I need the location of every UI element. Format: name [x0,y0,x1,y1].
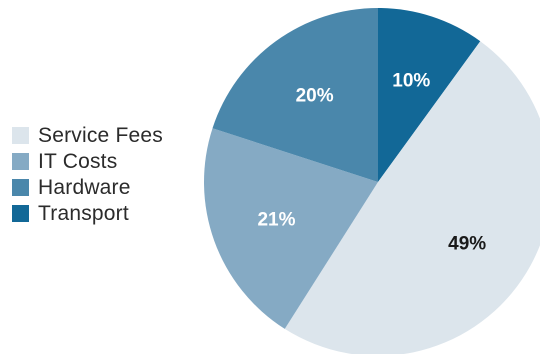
data-label-hardware: 20% [296,86,334,107]
legend-swatch-hardware [12,179,29,196]
pie-slice-service-fees [284,41,540,354]
pie-slice-it-costs [204,128,378,329]
legend-item-service-fees: Service Fees [12,124,163,147]
legend-item-hardware: Hardware [12,176,163,199]
data-label-transport: 10% [392,70,430,91]
legend-item-transport: Transport [12,202,163,225]
legend-item-it-costs: IT Costs [12,150,163,173]
pie-slice-hardware [212,8,378,182]
legend-label-it-costs: IT Costs [38,149,118,173]
legend-label-service-fees: Service Fees [38,123,163,147]
pie-slice-transport [378,8,481,182]
legend-label-transport: Transport [38,201,129,225]
data-label-service-fees: 49% [448,234,486,255]
legend-swatch-transport [12,205,29,222]
legend-swatch-it-costs [12,153,29,170]
legend-swatch-service-fees [12,127,29,144]
legend-label-hardware: Hardware [38,175,131,199]
data-label-it-costs: 21% [257,210,295,231]
chart-legend: Service Fees IT Costs Hardware Transport [12,124,163,225]
